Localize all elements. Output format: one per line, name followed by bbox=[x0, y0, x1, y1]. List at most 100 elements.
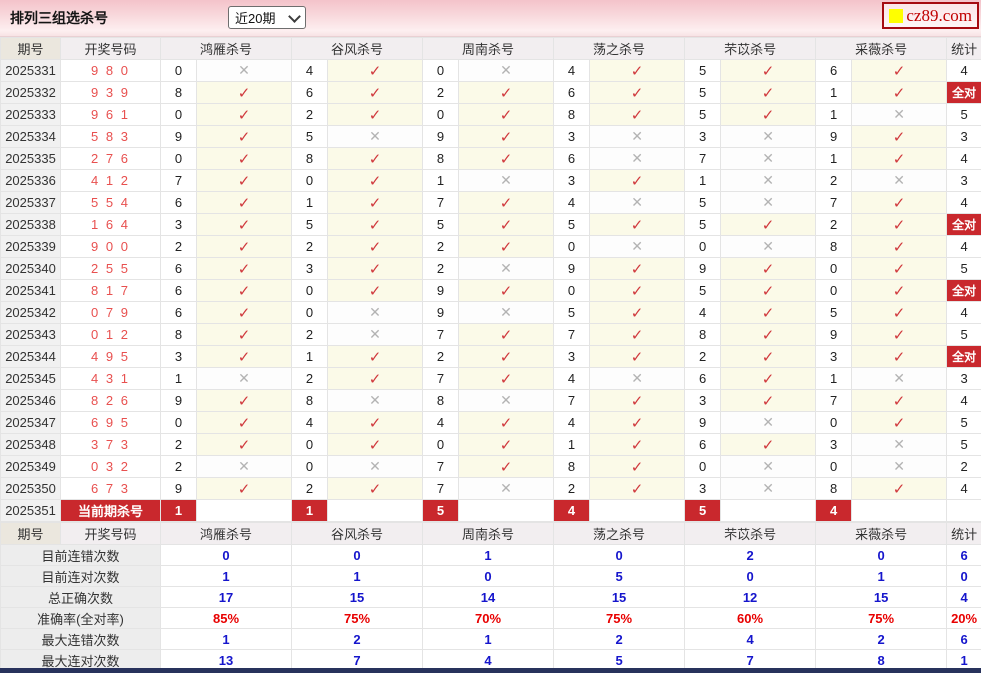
kill-number-cell: 7 bbox=[422, 477, 460, 500]
kill-number-cell: 0 bbox=[422, 433, 460, 456]
miss-cross-icon: ✕ bbox=[762, 480, 774, 496]
mark-cell-empty bbox=[720, 499, 817, 522]
period-cell: 2025333 bbox=[0, 103, 61, 126]
miss-cross-icon: ✕ bbox=[238, 458, 250, 474]
mark-cell: ✓ bbox=[589, 389, 686, 412]
current-kill-number-cell: 1 bbox=[160, 499, 197, 522]
mark-cell: ✓ bbox=[720, 213, 817, 236]
hit-check-icon: ✓ bbox=[630, 172, 644, 190]
mark-cell: ✓ bbox=[851, 323, 948, 346]
mark-cell: ✓ bbox=[589, 213, 686, 236]
miss-cross-icon: ✕ bbox=[762, 458, 774, 474]
draw-numbers-cell: 9 0 0 bbox=[60, 235, 161, 258]
period-cell: 2025349 bbox=[0, 455, 61, 478]
hit-check-icon: ✓ bbox=[892, 194, 906, 212]
draw-numbers-cell: 0 1 2 bbox=[60, 323, 161, 346]
kill-number-table-body: 2025331 9 8 0 0 ✕ 4 ✓ 0 ✕ 4 ✓ 5 ✓ 6 ✓ 4 2025332 9 3 9 8 ✓ 6… bbox=[0, 59, 981, 522]
hit-check-icon: ✓ bbox=[368, 436, 382, 454]
kill-number-cell: 2 bbox=[291, 103, 329, 126]
mark-cell: ✓ bbox=[458, 213, 555, 236]
stat-cell bbox=[946, 499, 981, 522]
kill-number-cell: 3 bbox=[160, 213, 197, 236]
hit-check-icon: ✓ bbox=[892, 84, 906, 102]
mark-cell: ✕ bbox=[195, 59, 293, 82]
kill-number-cell: 7 bbox=[422, 367, 460, 390]
hit-check-icon: ✓ bbox=[892, 238, 906, 256]
table-row: 2025333 9 6 1 0 ✓ 2 ✓ 0 ✓ 8 ✓ 5 ✓ 1 ✕ 5 bbox=[0, 103, 981, 126]
period-cell: 2025343 bbox=[0, 323, 61, 346]
kill-number-cell: 0 bbox=[422, 103, 460, 126]
hit-check-icon: ✓ bbox=[499, 348, 513, 366]
hit-check-icon: ✓ bbox=[237, 392, 251, 410]
kill-number-cell: 2 bbox=[291, 367, 329, 390]
kill-number-cell: 5 bbox=[684, 279, 722, 302]
miss-cross-icon: ✕ bbox=[500, 62, 512, 78]
summary-value-cell: 1 bbox=[422, 544, 555, 566]
kill-number-cell: 8 bbox=[422, 147, 460, 170]
mark-cell: ✓ bbox=[851, 257, 948, 280]
mark-cell: ✓ bbox=[458, 455, 555, 478]
summary-row: 目前连错次数 0 0 1 0 2 0 6 bbox=[0, 544, 981, 566]
draw-numbers-cell: 5 8 3 bbox=[60, 125, 161, 148]
table-row: 2025350 6 7 3 9 ✓ 2 ✓ 7 ✕ 2 ✓ 3 ✕ 8 ✓ 4 bbox=[0, 477, 981, 500]
kill-number-cell: 6 bbox=[160, 191, 197, 214]
table-row: 2025339 9 0 0 2 ✓ 2 ✓ 2 ✓ 0 ✕ 0 ✕ 8 ✓ 4 bbox=[0, 235, 981, 258]
kill-number-cell: 5 bbox=[422, 213, 460, 236]
site-logo-text: cz89.com bbox=[906, 6, 972, 25]
mark-cell: ✕ bbox=[589, 367, 686, 390]
stat-cell: 5 bbox=[946, 433, 981, 456]
hit-check-icon: ✓ bbox=[892, 282, 906, 300]
mark-cell: ✓ bbox=[851, 389, 948, 412]
miss-cross-icon: ✕ bbox=[369, 304, 381, 320]
header-row: 期号 开奖号码 鸿雁杀号 谷风杀号 周南杀号 荡之杀号 芣苡杀号 采薇杀号 统计 bbox=[0, 37, 981, 60]
mark-cell: ✓ bbox=[327, 257, 424, 280]
summary-stat-cell: 0 bbox=[946, 565, 981, 587]
summary-value-cell: 75% bbox=[815, 607, 948, 629]
mark-cell: ✓ bbox=[327, 411, 424, 434]
draw-numbers-cell: 5 5 4 bbox=[60, 191, 161, 214]
mark-cell: ✕ bbox=[589, 147, 686, 170]
summary-table-body: 目前连错次数 0 0 1 0 2 0 6 目前连对次数 1 1 0 5 0 1 0 总正确次数 17 15 14 15 1… bbox=[0, 544, 981, 671]
hit-check-icon: ✓ bbox=[368, 62, 382, 80]
period-range-select[interactable]: 近20期 bbox=[228, 6, 306, 29]
summary-stat-cell: 4 bbox=[946, 586, 981, 608]
kill-number-cell: 0 bbox=[553, 279, 591, 302]
stat-cell: 5 bbox=[946, 411, 981, 434]
period-cell: 2025350 bbox=[0, 477, 61, 500]
stat-cell: 4 bbox=[946, 477, 981, 500]
miss-cross-icon: ✕ bbox=[500, 480, 512, 496]
draw-numbers-cell: 4 9 5 bbox=[60, 345, 161, 368]
miss-cross-icon: ✕ bbox=[631, 128, 643, 144]
header-stat: 统计 bbox=[946, 522, 981, 545]
summary-value-cell: 2 bbox=[684, 544, 817, 566]
stat-cell: 4 bbox=[946, 235, 981, 258]
kill-number-cell: 4 bbox=[422, 411, 460, 434]
current-kill-number-cell: 5 bbox=[422, 499, 460, 522]
current-period-row: 2025351 当前期杀号 1 1 5 4 5 4 bbox=[0, 499, 981, 522]
hit-check-icon: ✓ bbox=[368, 194, 382, 212]
draw-numbers-cell: 8 2 6 bbox=[60, 389, 161, 412]
current-kill-number-cell: 4 bbox=[553, 499, 591, 522]
miss-cross-icon: ✕ bbox=[369, 326, 381, 342]
summary-value-cell: 0 bbox=[291, 544, 424, 566]
mark-cell: ✓ bbox=[327, 169, 424, 192]
kill-number-cell: 5 bbox=[815, 301, 853, 324]
mark-cell: ✓ bbox=[327, 433, 424, 456]
mark-cell-empty bbox=[327, 499, 424, 522]
mark-cell: ✓ bbox=[851, 191, 948, 214]
site-logo[interactable]: cz89.com bbox=[882, 2, 979, 29]
mark-cell: ✓ bbox=[458, 103, 555, 126]
kill-number-cell: 7 bbox=[422, 455, 460, 478]
stat-cell: 4 bbox=[946, 59, 981, 82]
kill-number-cell: 6 bbox=[291, 81, 329, 104]
hit-check-icon: ✓ bbox=[761, 282, 775, 300]
hit-check-icon: ✓ bbox=[368, 216, 382, 234]
mark-cell: ✕ bbox=[720, 147, 817, 170]
kill-number-cell: 0 bbox=[291, 433, 329, 456]
hit-check-icon: ✓ bbox=[630, 480, 644, 498]
summary-label-cell: 总正确次数 bbox=[0, 586, 161, 608]
all-correct-badge: 全对 bbox=[946, 279, 981, 302]
hit-check-icon: ✓ bbox=[499, 370, 513, 388]
kill-number-cell: 9 bbox=[422, 125, 460, 148]
mark-cell: ✓ bbox=[720, 301, 817, 324]
